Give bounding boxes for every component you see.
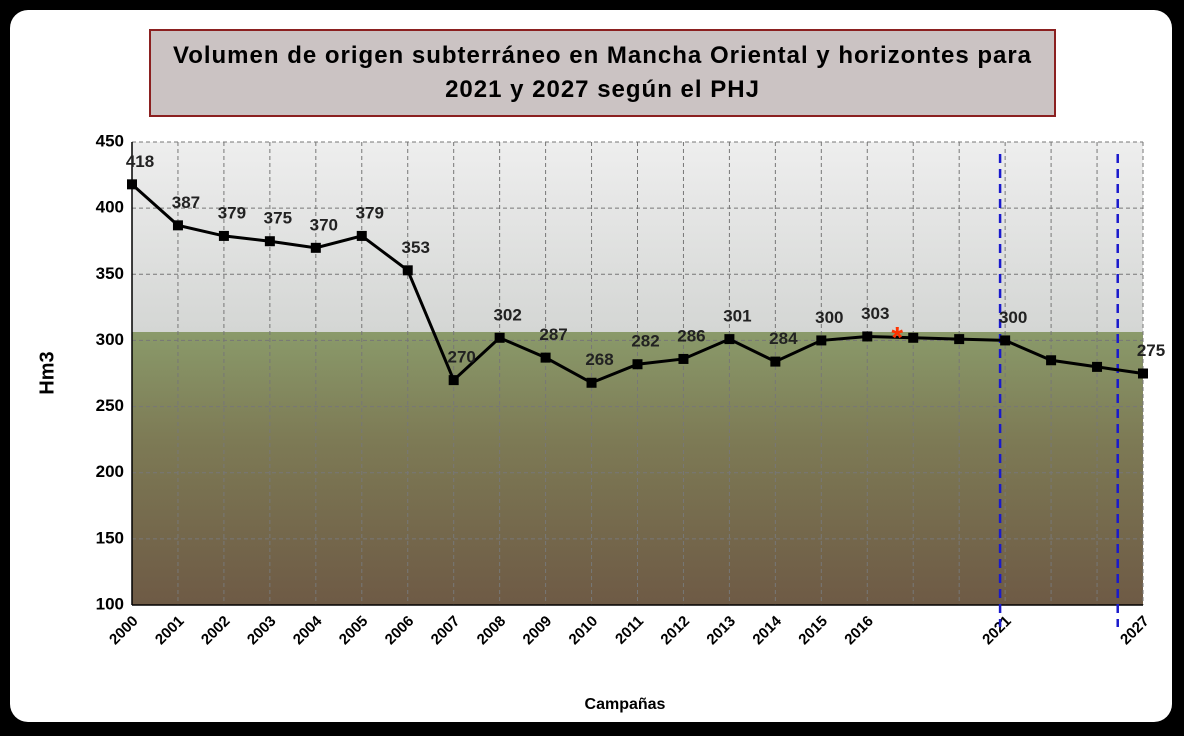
- data-point: [954, 334, 964, 344]
- data-point: [357, 231, 367, 241]
- y-tick-label: 100: [96, 594, 124, 613]
- y-tick-label: 250: [96, 396, 124, 415]
- x-axis-label: Campañas: [585, 696, 666, 713]
- data-point: [678, 354, 688, 364]
- data-point: [127, 179, 137, 189]
- data-point: [1046, 355, 1056, 365]
- data-label: 287: [539, 325, 567, 344]
- data-point: [403, 265, 413, 275]
- data-point: [770, 357, 780, 367]
- data-label: 286: [677, 326, 705, 345]
- data-point: [495, 333, 505, 343]
- data-label: 270: [447, 348, 475, 367]
- data-label: 379: [218, 203, 246, 222]
- y-tick-label: 450: [96, 131, 124, 150]
- data-point: [587, 378, 597, 388]
- data-point: [633, 359, 643, 369]
- data-label: 300: [999, 308, 1027, 327]
- y-tick-label: 150: [96, 528, 124, 547]
- data-point: [1000, 335, 1010, 345]
- data-label: 275: [1137, 341, 1165, 360]
- data-point: [1138, 369, 1148, 379]
- y-tick-label: 350: [96, 264, 124, 283]
- data-point: [449, 375, 459, 385]
- data-point: [173, 220, 183, 230]
- data-label: 353: [402, 238, 430, 257]
- data-point: [862, 331, 872, 341]
- data-label: 379: [356, 203, 384, 222]
- data-label: 302: [493, 305, 521, 324]
- data-label: 282: [631, 332, 659, 351]
- data-label: 284: [769, 329, 798, 348]
- data-point: [311, 243, 321, 253]
- data-point: [724, 334, 734, 344]
- data-point: [541, 353, 551, 363]
- chart: Volumen de origen subterráneo en Mancha …: [0, 0, 1184, 731]
- data-point: [816, 335, 826, 345]
- data-label: 375: [264, 209, 292, 228]
- data-label: 303: [861, 304, 889, 323]
- data-label: 300: [815, 308, 843, 327]
- chart-title: Volumen de origen subterráneo en Mancha …: [150, 30, 1055, 116]
- y-tick-label: 300: [96, 330, 124, 349]
- data-point: [1092, 362, 1102, 372]
- data-point: [908, 333, 918, 343]
- data-label: 387: [172, 193, 200, 212]
- y-tick-label: 200: [96, 462, 124, 481]
- data-label: 418: [126, 152, 154, 171]
- y-tick-label: 400: [96, 198, 124, 217]
- data-label: 301: [723, 307, 751, 326]
- data-label: 268: [585, 350, 613, 369]
- data-label: 370: [310, 215, 338, 234]
- y-axis-label: Hm3: [36, 351, 58, 394]
- annotation: *: [891, 321, 903, 354]
- data-point: [265, 236, 275, 246]
- title-wrap: Volumen de origen subterráneo en Mancha …: [150, 30, 1055, 116]
- data-point: [219, 231, 229, 241]
